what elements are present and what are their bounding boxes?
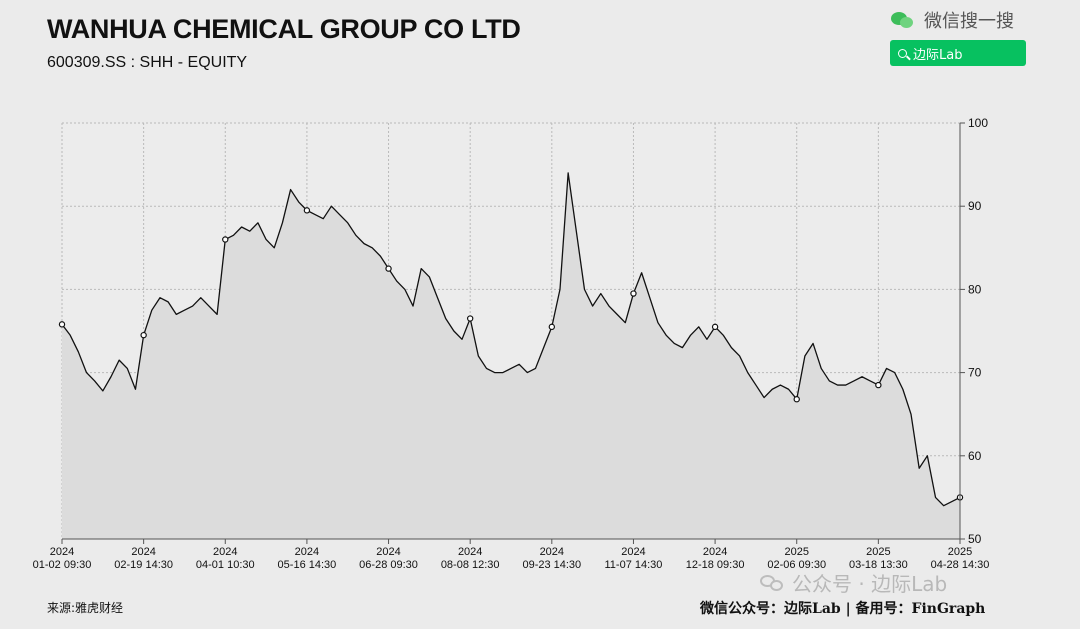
- date-marker-point: [222, 236, 229, 243]
- price-area-fill: [62, 172, 960, 540]
- wechat-search-widget: 微信搜一搜 边际Lab: [890, 6, 1030, 66]
- date-marker-point: [140, 331, 147, 339]
- x-tick-label: 12-18 09:30: [686, 559, 745, 571]
- x-tick-year: 2024: [376, 546, 400, 558]
- ticker-subtitle: 600309.SS : SHH - EQUITY: [47, 54, 248, 71]
- wechat-search-button-label: 边际Lab: [913, 47, 963, 63]
- date-marker-point: [711, 323, 719, 331]
- watermark-text: 公众号 · 边际Lab: [792, 572, 948, 596]
- x-tick-year: 2025: [866, 546, 890, 558]
- x-tick-label: 04-01 10:30: [196, 559, 255, 571]
- wechat-search-header: 微信搜一搜: [890, 6, 1030, 34]
- x-tick-year: 2025: [948, 546, 972, 558]
- credit-note: 微信公众号：边际Lab | 备用号：FinGraph: [700, 601, 986, 617]
- x-tick-label: 09-23 14:30: [522, 559, 581, 571]
- wechat-search-button[interactable]: 边际Lab: [890, 40, 1026, 66]
- date-marker-point: [548, 323, 556, 331]
- x-tick-label: 11-07 14:30: [605, 559, 663, 571]
- y-tick-label: 50: [968, 532, 982, 546]
- x-tick-year: 2024: [295, 546, 319, 558]
- watermark: 公众号 · 边际Lab: [760, 568, 947, 597]
- date-marker-point: [466, 315, 474, 322]
- wechat-search-text: 微信搜一搜: [924, 11, 1014, 32]
- x-tick-label: 01-02 09:30: [33, 559, 92, 571]
- wechat-outline-icon: [760, 573, 786, 593]
- x-tick-year: 2024: [540, 546, 564, 558]
- price-line: [61, 172, 961, 507]
- x-tick-year: 2024: [458, 546, 482, 558]
- date-marker-point: [58, 321, 66, 328]
- x-tick-label: 02-06 09:30: [767, 559, 826, 571]
- x-tick-label: 08-08 12:30: [441, 559, 500, 571]
- date-marker-point: [875, 381, 882, 389]
- wechat-icon: [890, 10, 916, 30]
- y-tick-label: 90: [968, 199, 982, 213]
- date-marker-point: [385, 265, 392, 272]
- date-marker-point: [303, 207, 311, 214]
- y-tick-label: 60: [968, 449, 982, 463]
- search-icon: [898, 48, 907, 58]
- x-tick-year: 2025: [784, 546, 808, 558]
- x-tick-label: 04-28 14:30: [931, 559, 990, 571]
- date-marker-point: [630, 290, 637, 297]
- y-tick-label: 80: [968, 282, 982, 296]
- x-tick-year: 2024: [50, 546, 74, 558]
- x-tick-label: 02-19 14:30: [114, 559, 173, 571]
- source-note: 来源:雅虎财经: [47, 601, 124, 615]
- y-tick-label: 100: [968, 116, 988, 130]
- x-tick-year: 2024: [131, 546, 155, 558]
- x-tick-label: 05-16 14:30: [278, 559, 337, 571]
- x-tick-label: 03-18 13:30: [849, 559, 908, 571]
- y-tick-label: 70: [968, 366, 982, 380]
- x-tick-label: 06-28 09:30: [359, 559, 418, 571]
- date-markers: [58, 207, 964, 501]
- x-tick-year: 2024: [621, 546, 645, 558]
- axes: [62, 123, 961, 540]
- y-axis-ticks: 50 60 70 80 90 100: [960, 116, 988, 546]
- x-tick-year: 2024: [703, 546, 727, 558]
- date-marker-point: [793, 396, 800, 403]
- x-tick-year: 2024: [213, 546, 237, 558]
- page-title: WANHUA CHEMICAL GROUP CO LTD: [47, 14, 521, 44]
